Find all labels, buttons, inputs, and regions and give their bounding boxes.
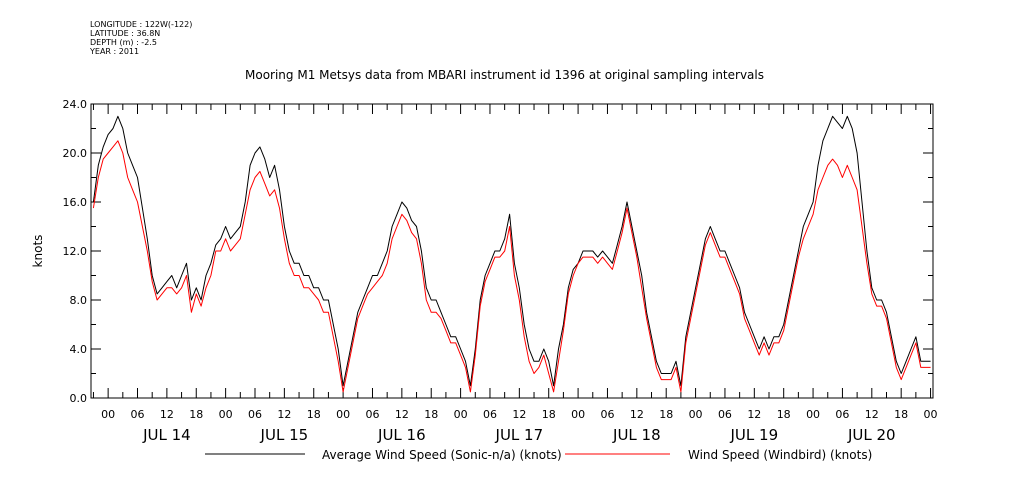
latitude-text: LATITUDE : 36.8N: [90, 29, 161, 38]
y-tick-label: 12.0: [63, 245, 88, 258]
y-tick-label: 16.0: [63, 196, 88, 209]
series-line-windbird-wind-speed: [92, 140, 931, 393]
hour-tick-label: 06: [131, 408, 145, 421]
hour-tick-label: 00: [924, 408, 938, 421]
y-axis-label: knots: [31, 235, 45, 268]
legend-label-windbird: Wind Speed (Windbird) (knots): [688, 448, 872, 462]
y-tick-label: 20.0: [63, 147, 88, 160]
hour-tick-label: 00: [454, 408, 468, 421]
hour-tick-label: 00: [806, 408, 820, 421]
axis-labels: 0.0 4.0 8.0 12.0 16.0 20.0 24.0 knots 00 06 12 18 00…: [31, 98, 938, 444]
hour-tick-label: 12: [630, 408, 644, 421]
hour-tick-label: 18: [307, 408, 321, 421]
hour-tick-label: 06: [835, 408, 849, 421]
series-line-average-wind-speed: [92, 115, 931, 387]
hour-tick-label: 00: [336, 408, 350, 421]
hour-tick-label: 12: [160, 408, 174, 421]
hour-tick-label: 00: [101, 408, 115, 421]
hour-tick-label: 06: [248, 408, 262, 421]
hour-tick-label: 06: [483, 408, 497, 421]
chart-legend: Average Wind Speed (Sonic-n/a) (knots) Wi…: [205, 448, 872, 462]
legend-label-average: Average Wind Speed (Sonic-n/a) (knots): [322, 448, 562, 462]
hour-tick-label: 06: [600, 408, 614, 421]
hour-tick-label: 12: [277, 408, 291, 421]
metadata-block: LONGITUDE : 122W(-122) LATITUDE : 36.8N …: [90, 20, 192, 56]
y-tick-label: 0.0: [70, 392, 88, 405]
hour-tick-label: 18: [189, 408, 203, 421]
day-label: JUL 18: [612, 426, 661, 444]
day-label: JUL 14: [142, 426, 191, 444]
day-label: JUL 15: [260, 426, 309, 444]
hour-tick-label: 12: [512, 408, 526, 421]
depth-text: DEPTH (m) : -2.5: [90, 38, 157, 47]
day-label: JUL 19: [730, 426, 779, 444]
hour-tick-label: 00: [689, 408, 703, 421]
chart-axes: [90, 103, 934, 399]
chart-title: Mooring M1 Metsys data from MBARI instru…: [245, 68, 764, 82]
hour-tick-label: 06: [365, 408, 379, 421]
hour-tick-label: 18: [424, 408, 438, 421]
hour-tick-label: 18: [894, 408, 908, 421]
hour-tick-label: 06: [718, 408, 732, 421]
hour-tick-label: 18: [542, 408, 556, 421]
y-tick-label: 24.0: [63, 98, 88, 111]
day-label: JUL 20: [847, 426, 896, 444]
hour-tick-label: 18: [777, 408, 791, 421]
y-tick-label: 8.0: [70, 294, 88, 307]
day-label: JUL 16: [377, 426, 426, 444]
day-label: JUL 17: [495, 426, 544, 444]
hour-tick-label: 00: [219, 408, 233, 421]
hour-tick-label: 18: [659, 408, 673, 421]
longitude-text: LONGITUDE : 122W(-122): [90, 20, 193, 29]
y-tick-label: 4.0: [70, 343, 88, 356]
hour-tick-label: 12: [865, 408, 879, 421]
hour-tick-label: 12: [395, 408, 409, 421]
hour-tick-label: 00: [571, 408, 585, 421]
year-text: YEAR : 2011: [90, 47, 140, 56]
hour-tick-label: 12: [747, 408, 761, 421]
series-layer: [92, 115, 931, 393]
